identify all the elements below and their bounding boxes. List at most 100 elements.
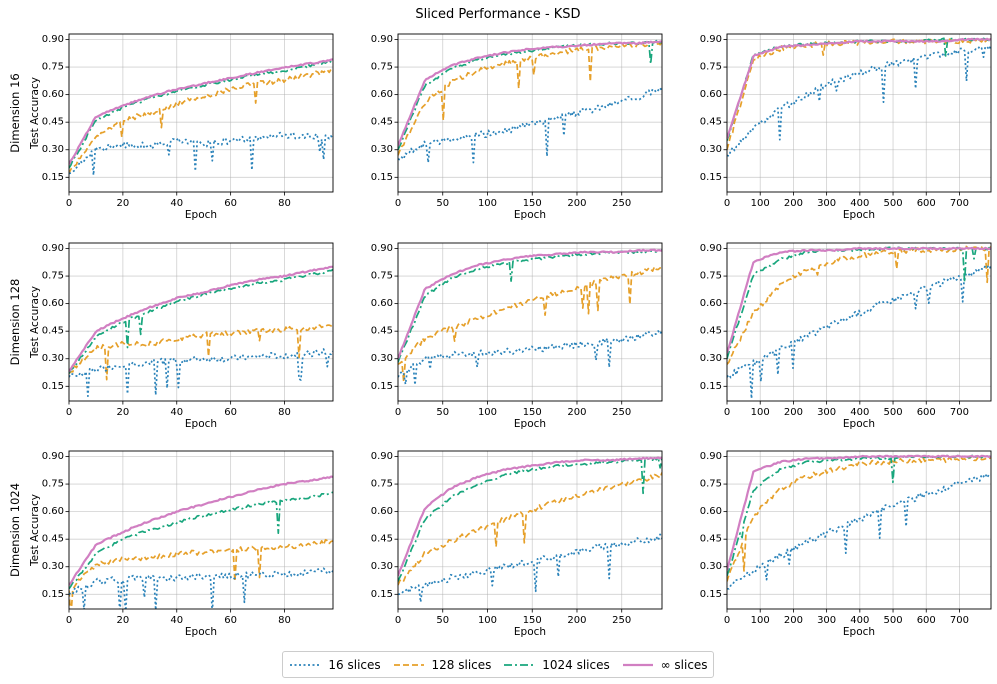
xtick-label: 150 [523,615,542,626]
ytick-label: 0.30 [700,353,722,364]
x-axis-label: Epoch [843,209,875,221]
ytick-label: 0.60 [371,298,393,309]
xtick-label: 100 [478,615,497,626]
xtick-label: 600 [917,407,936,418]
xtick-label: 50 [436,615,449,626]
xtick-label: 200 [784,407,803,418]
x-axis-label: Epoch [514,209,546,221]
ytick-label: 0.90 [700,451,722,462]
axes-frame [68,242,334,402]
xtick-label: 0 [395,615,401,626]
y-axis-label: Test Accuracy [29,77,41,150]
xtick-label: 500 [883,407,902,418]
xtick-label: 40 [170,407,183,418]
series-line [69,538,333,609]
ytick-label: 0.45 [700,534,722,545]
ytick-label: 0.60 [42,506,64,517]
ytick-label: 0.75 [42,479,64,490]
ytick-label: 0.45 [42,534,64,545]
ytick-label: 0.45 [371,534,393,545]
xtick-label: 20 [117,615,130,626]
gridlines [397,243,662,401]
legend-entry: 16 slices [288,658,381,672]
ytick-label: 0.45 [371,326,393,337]
series-group [727,245,991,400]
ytick-label: 0.15 [700,589,722,600]
xtick-label: 500 [883,198,902,209]
series-line [69,567,333,609]
series-line [398,265,662,383]
ytick-label: 0.30 [371,144,393,155]
ytick-label: 0.30 [700,144,722,155]
xtick-label: 200 [567,198,586,209]
ytick-label: 0.15 [700,172,722,183]
axes-frame [726,33,992,193]
x-axis-label: Epoch [185,418,217,430]
series-line [727,454,991,571]
xtick-label: 400 [850,407,869,418]
figure-title: Sliced Performance - KSD [415,7,580,22]
ytick-label: 0.90 [371,451,393,462]
xtick-label: 60 [224,615,237,626]
xtick-label: 300 [817,407,836,418]
series-line [398,248,662,360]
xtick-label: 250 [612,198,631,209]
series-line [727,473,991,590]
legend-swatch [622,663,653,666]
series-line [69,491,333,590]
xtick-label: 0 [66,198,72,209]
ytick-label: 0.90 [42,451,64,462]
series-group [69,265,333,398]
ytick-label: 0.45 [700,117,722,128]
axes-frame [68,33,334,193]
ytick-label: 0.75 [371,271,393,282]
panel: 0.15 0.30 0.45 0.60 0.75 0.90 0 100 200 300 400 500… [700,450,992,638]
xtick-label: 400 [850,198,869,209]
xtick-label: 200 [784,615,803,626]
xtick-label: 80 [278,198,291,209]
legend-entry: ∞ slices [621,658,708,672]
ytick-label: 0.75 [700,271,722,282]
ytick-label: 0.75 [371,62,393,73]
series-line [727,246,991,359]
series-line [69,68,333,174]
row-label: Dimension 16 [8,73,22,152]
gridlines [726,34,991,192]
legend-label: 128 slices [431,657,492,672]
xtick-label: 0 [724,198,730,209]
axes-frame [397,242,663,402]
ytick-label: 0.45 [700,326,722,337]
xtick-label: 80 [278,615,291,626]
series-line [727,37,991,141]
ytick-label: 0.90 [700,34,722,45]
ytick-label: 0.90 [700,243,722,254]
panels: Dimension 16 Dimension 128 Dimension 1024 0… [8,33,992,638]
xtick-label: 150 [523,198,542,209]
xtick-label: 400 [850,615,869,626]
series-line [69,131,333,176]
ytick-label: 0.15 [42,172,64,183]
panel: 0.15 0.30 0.45 0.60 0.75 0.90 0 20 40 60 80 Epoch Te… [29,242,334,430]
ytick-label: 0.15 [42,589,64,600]
xtick-label: 60 [224,198,237,209]
series-line [69,323,333,381]
x-axis-label: Epoch [514,418,546,430]
panel: 0.15 0.30 0.45 0.60 0.75 0.90 0 20 40 60 80 Epoch Te… [29,33,334,221]
xtick-label: 100 [751,407,770,418]
xtick-label: 50 [436,198,449,209]
panel: 0.15 0.30 0.45 0.60 0.75 0.90 0 20 40 60 80 Epoch Te… [29,450,334,638]
y-axis-label: Test Accuracy [29,494,41,567]
series-line [727,37,991,150]
legend-entry: 1024 slices [502,658,610,672]
gridlines [68,243,333,401]
series-line [727,455,991,582]
ytick-label: 0.45 [42,117,64,128]
x-axis-label: Epoch [514,626,546,638]
ytick-label: 0.30 [371,561,393,572]
ytick-label: 0.90 [371,243,393,254]
series-line [398,456,662,582]
legend-swatch [290,663,321,666]
gridlines [726,451,991,609]
xtick-label: 150 [523,407,542,418]
ytick-label: 0.60 [700,298,722,309]
